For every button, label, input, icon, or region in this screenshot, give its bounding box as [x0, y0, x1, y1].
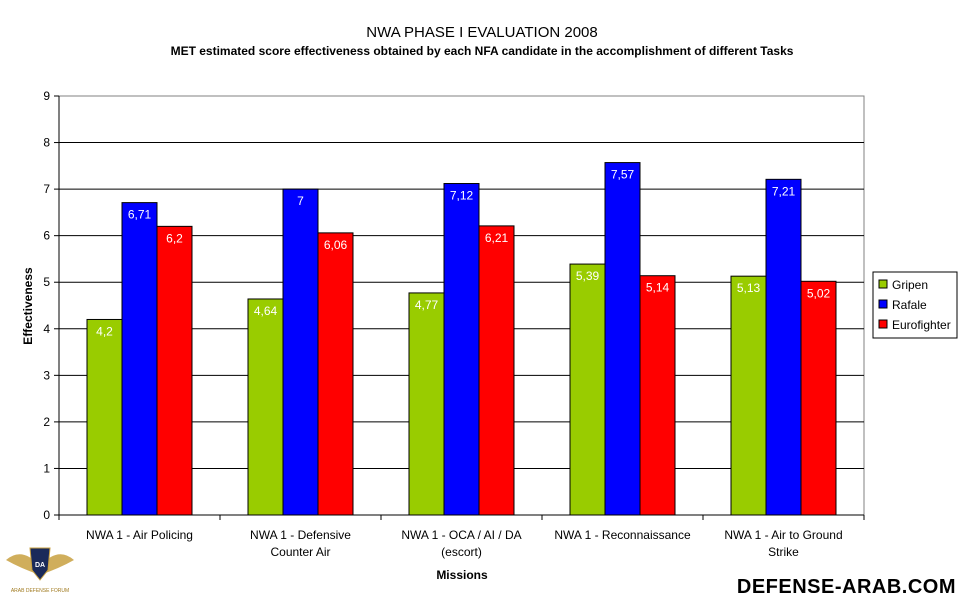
data-label-gripen-3: 4,77	[415, 298, 439, 312]
legend-label-rafale: Rafale	[892, 298, 927, 312]
site-watermark: DEFENSE-ARAB.COM	[737, 576, 956, 598]
data-label-rafale-3: 7,12	[450, 189, 474, 203]
x-category-label: NWA 1 - OCA / AI / DA (escort)	[401, 528, 521, 559]
bar-gripen-2	[247, 298, 284, 516]
legend-label-gripen: Gripen	[892, 278, 928, 292]
bar-eurofighter-5	[800, 280, 837, 516]
y-tick-label-0: 0	[43, 508, 50, 522]
data-label-eurofighter-2: 6,06	[324, 238, 348, 252]
bar-gripen-5	[730, 275, 767, 516]
bar-gripen-1	[86, 318, 123, 516]
y-tick-label-1: 1	[43, 461, 50, 475]
x-category-label: NWA 1 - Reconnaissance	[554, 528, 691, 542]
logo-text: ARAB DEFENSE FORUM	[11, 588, 69, 594]
wings-icon	[6, 554, 74, 575]
y-tick-label-7: 7	[43, 182, 50, 196]
data-label-rafale-4: 7,57	[611, 168, 635, 182]
y-tick-label-4: 4	[43, 322, 50, 336]
y-tick-label-5: 5	[43, 275, 50, 289]
y-tick-label-9: 9	[43, 89, 50, 103]
arab-defense-forum-logo: DA ARAB DEFENSE FORUM	[6, 547, 74, 594]
legend-swatch-rafale	[878, 299, 888, 309]
bar-gripen-4	[569, 263, 606, 516]
data-label-rafale-2: 7	[297, 194, 304, 208]
y-tick-label-3: 3	[43, 368, 50, 382]
bar-eurofighter-3	[478, 225, 515, 516]
bar-rafale-3	[443, 183, 480, 516]
x-category-label: NWA 1 - Air Policing	[86, 528, 193, 542]
legend-swatch-gripen	[878, 279, 888, 289]
logo-initials: DA	[35, 562, 45, 569]
bar-gripen-3	[408, 292, 445, 516]
shield-icon	[29, 547, 51, 581]
x-axis-title: Missions	[436, 568, 488, 582]
bar-eurofighter-1	[156, 225, 193, 516]
legend-label-eurofighter: Eurofighter	[892, 318, 951, 332]
data-label-eurofighter-4: 5,14	[646, 281, 670, 295]
legend-swatch-eurofighter	[878, 319, 888, 329]
chart-subtitle: MET estimated score effectiveness obtain…	[171, 44, 794, 58]
data-label-gripen-5: 5,13	[737, 281, 761, 295]
bar-eurofighter-4	[639, 275, 676, 516]
data-label-eurofighter-3: 6,21	[485, 231, 509, 245]
bar-rafale-2	[282, 188, 319, 516]
bar-rafale-5	[765, 178, 802, 516]
y-tick-label-2: 2	[43, 415, 50, 429]
bar-eurofighter-2	[317, 232, 354, 516]
data-label-rafale-1: 6,71	[128, 208, 152, 222]
y-axis-title: Effectiveness	[21, 267, 35, 345]
y-tick-label-6: 6	[43, 229, 50, 243]
bar-rafale-4	[604, 162, 641, 516]
x-category-label: NWA 1 - Defensive Counter Air	[250, 528, 351, 559]
bar-rafale-1	[121, 202, 158, 516]
data-label-gripen-1: 4,2	[96, 324, 113, 338]
chart-title: NWA PHASE I EVALUATION 2008	[366, 24, 597, 41]
x-category-label: NWA 1 - Air to Ground Strike	[724, 528, 842, 559]
data-label-eurofighter-1: 6,2	[166, 231, 183, 245]
data-label-gripen-4: 5,39	[576, 269, 600, 283]
data-label-rafale-5: 7,21	[772, 184, 796, 198]
data-label-eurofighter-5: 5,02	[807, 286, 831, 300]
legend: Gripen Rafale Eurofighter	[872, 271, 958, 339]
plot-area: 0 1 2 3 4 5 6 7 8 9 NWA 1 - Air Policing 4,2 6,71 6,2…	[43, 89, 865, 559]
y-tick-label-8: 8	[43, 136, 50, 150]
data-label-gripen-2: 4,64	[254, 304, 278, 318]
